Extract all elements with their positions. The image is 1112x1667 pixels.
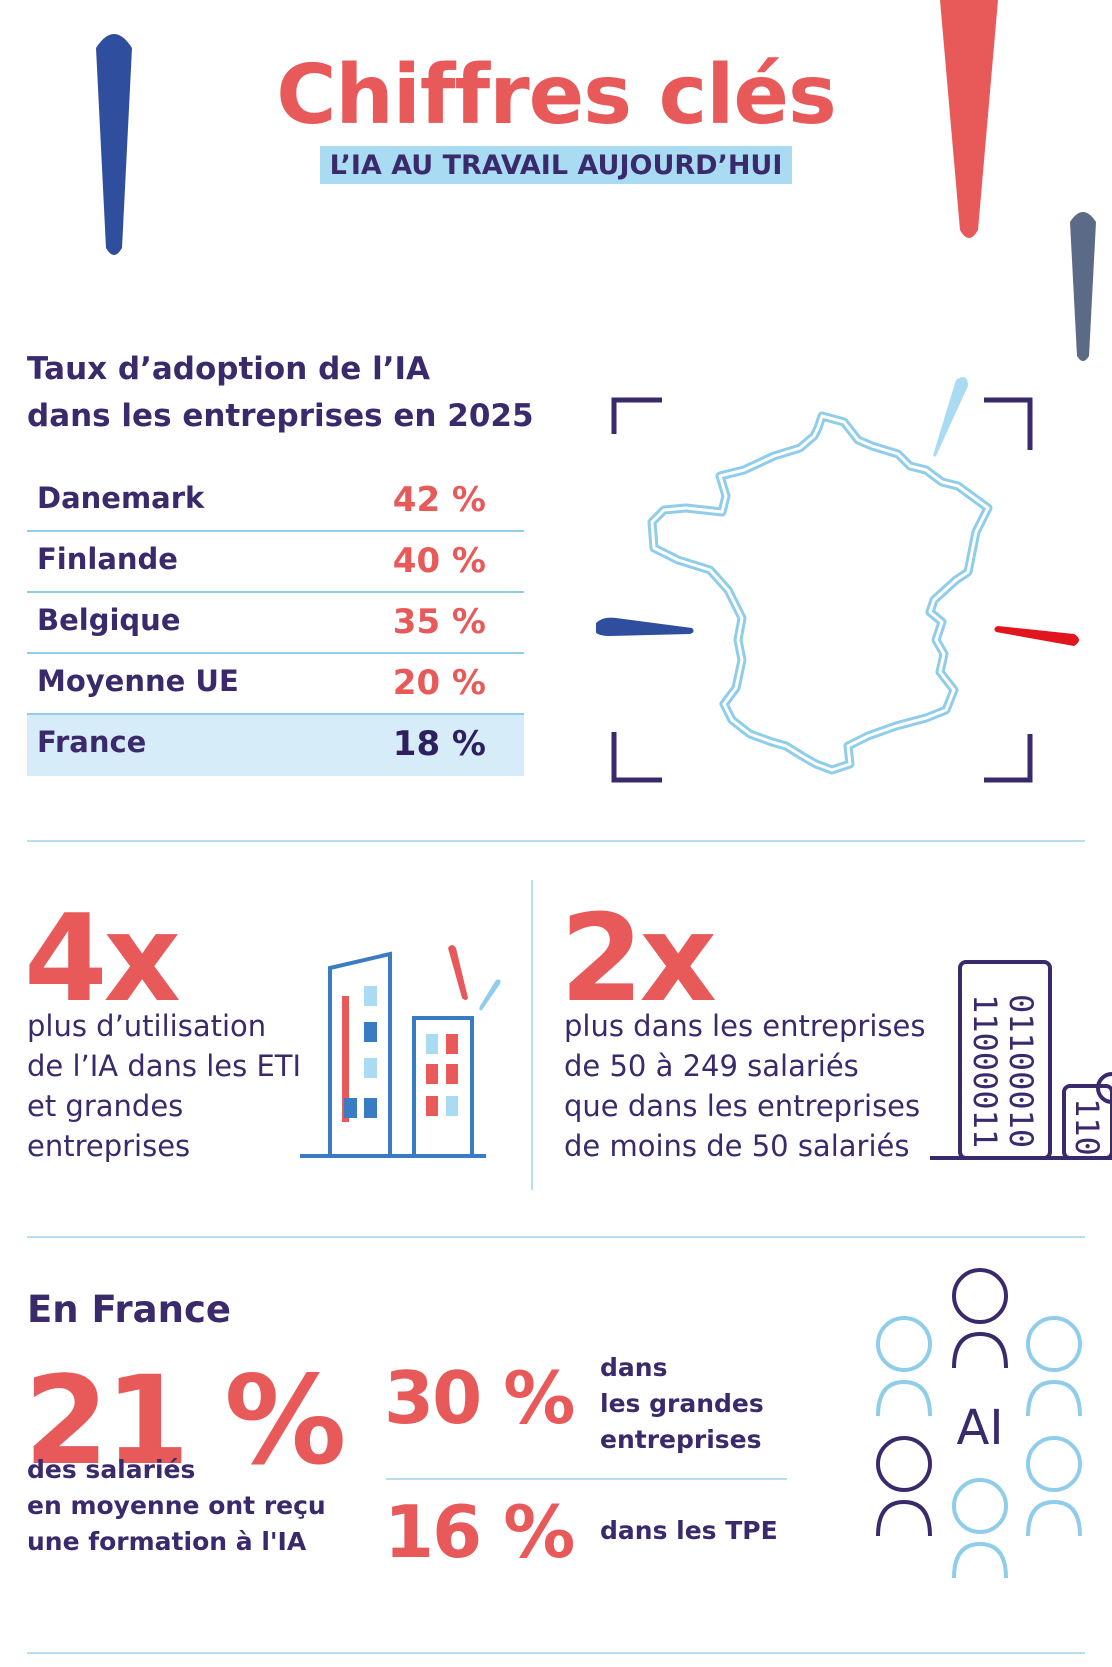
stat-4x-value: 4x <box>24 890 181 1029</box>
table-row-france: France 18 % <box>27 715 524 776</box>
buildings-icon <box>300 945 501 1158</box>
table-row-finlande: Finlande 40 % <box>27 532 524 593</box>
row-country: Belgique <box>37 603 181 637</box>
stat-2x-value: 2x <box>560 890 717 1029</box>
stat-4x-description: plus d’utilisation de l’IA dans les ETI … <box>27 1006 327 1166</box>
page-title: Chiffres clés <box>276 48 837 143</box>
people-ai-icon: AI <box>876 1268 1082 1579</box>
france-section-title: En France <box>27 1288 231 1331</box>
stat-2x-line: de 50 à 249 salariés <box>564 1049 859 1083</box>
stat-2x-description: plus dans les entreprises de 50 à 249 sa… <box>564 1006 944 1166</box>
adoption-table: Danemark 42 % Finlande 40 % Belgique 35 … <box>27 471 524 776</box>
binary-text: 01100010 <box>1002 994 1040 1148</box>
stat-21-line: en moyenne ont reçu <box>27 1491 326 1520</box>
stat-30-line: entreprises <box>600 1425 762 1454</box>
row-percent: 40 % <box>392 541 486 581</box>
table-row-moyenne-ue: Moyenne UE 20 % <box>27 654 524 715</box>
stat-16-value: 16 % <box>384 1490 575 1574</box>
stat-4x-line: plus d’utilisation <box>27 1009 267 1043</box>
adoption-title-line1: Taux d’adoption de l’IA <box>27 351 431 387</box>
row-percent: 18 % <box>392 724 486 764</box>
section-divider-2 <box>27 1236 1085 1238</box>
stat-4x-line: et grandes <box>27 1089 184 1123</box>
stat-21-line: une formation à l'IA <box>27 1527 307 1556</box>
blue-exclamation-deco <box>96 34 132 255</box>
adoption-title: Taux d’adoption de l’IA dans les entrepr… <box>27 346 547 440</box>
stat-21-value: 21 % <box>24 1350 346 1492</box>
stat-30-value: 30 % <box>384 1356 575 1440</box>
stat-2x-line: que dans les entreprises <box>564 1089 921 1123</box>
table-row-danemark: Danemark 42 % <box>27 471 524 532</box>
stat-2x-line: de moins de 50 salariés <box>564 1129 910 1163</box>
france-map-icon <box>596 377 1079 783</box>
section-divider-1 <box>27 840 1085 842</box>
vertical-divider <box>531 880 533 1190</box>
stat-30-line: les grandes <box>600 1389 764 1418</box>
slate-exclamation-deco <box>1070 212 1096 361</box>
stat-4x-line: de l’IA dans les ETI <box>27 1049 302 1083</box>
row-country: Moyenne UE <box>37 664 239 698</box>
red-exclamation-deco <box>940 0 998 238</box>
page-subtitle: L’IA AU TRAVAIL AUJOURD’HUI <box>319 146 793 184</box>
row-country: France <box>37 725 147 759</box>
row-percent: 35 % <box>392 602 486 642</box>
binary-building-icon: 11000011 01100010 110 <box>930 960 1112 1160</box>
section-divider-3 <box>27 1652 1085 1654</box>
binary-text: 110 <box>1068 1098 1106 1156</box>
row-country: Danemark <box>37 481 205 515</box>
row-country: Finlande <box>37 542 178 576</box>
row-percent: 20 % <box>392 663 486 703</box>
stat-30-description: dans les grandes entreprises <box>600 1350 800 1458</box>
subtitle-wrap: L’IA AU TRAVAIL AUJOURD’HUI <box>0 146 1112 184</box>
ai-label: AI <box>957 1400 1004 1456</box>
row-percent: 42 % <box>392 480 486 520</box>
stat-2x-line: plus dans les entreprises <box>564 1009 926 1043</box>
stat-divider <box>386 1478 787 1480</box>
stat-16-description: dans les TPE <box>600 1516 778 1545</box>
table-row-belgique: Belgique 35 % <box>27 593 524 654</box>
stat-30-line: dans <box>600 1353 668 1382</box>
stat-4x-line: entreprises <box>27 1129 191 1163</box>
stat-21-line: des salariés <box>27 1455 196 1484</box>
binary-text: 11000011 <box>966 994 1004 1148</box>
adoption-title-line2: dans les entreprises en 2025 <box>27 398 534 434</box>
stat-21-description: des salariés en moyenne ont reçu une for… <box>27 1452 347 1560</box>
